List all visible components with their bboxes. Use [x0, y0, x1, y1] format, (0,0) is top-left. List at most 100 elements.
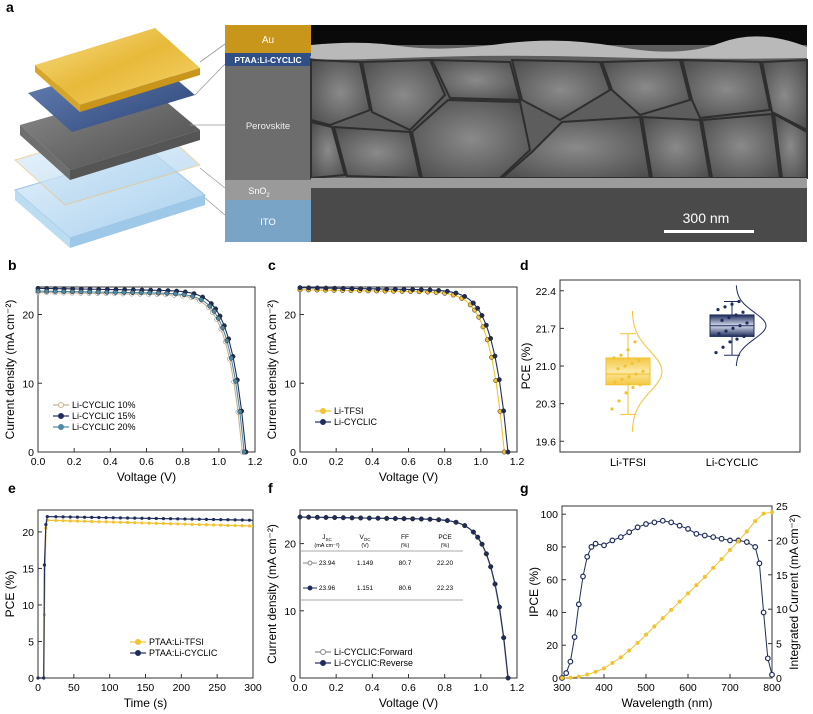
ipce-point — [693, 530, 700, 537]
perovskite-layer-front — [70, 130, 200, 180]
data-point — [44, 523, 48, 527]
data-point — [228, 355, 234, 361]
data-point — [140, 521, 144, 525]
x-tick-label: 0.2 — [67, 456, 82, 468]
ito-layer-front — [70, 195, 205, 248]
data-point — [297, 285, 303, 291]
data-point — [627, 375, 631, 379]
data-point — [68, 515, 72, 519]
series-line — [37, 290, 245, 453]
data-point — [340, 285, 346, 291]
y-tick-label: 20 — [22, 527, 34, 539]
legend-label: Li-CYCLIC — [334, 417, 378, 427]
data-point — [418, 516, 424, 522]
data-point — [125, 520, 130, 525]
ipce-point — [626, 529, 633, 536]
table-cell: 22.20 — [437, 560, 454, 567]
integrated-current-point — [711, 565, 716, 570]
ipce-point — [764, 655, 771, 662]
data-point — [44, 288, 50, 294]
x-tick-label: 0.6 — [139, 456, 154, 468]
data-point — [436, 287, 442, 293]
data-point — [111, 516, 115, 520]
data-point — [220, 325, 226, 331]
y2-tick-label: 5 — [776, 639, 782, 651]
y2-tick-label: 0 — [776, 673, 782, 685]
panel-a: a Au PTAA:Li-C — [6, 0, 808, 248]
data-point — [721, 345, 725, 349]
x-tick-label: 0.2 — [329, 682, 344, 694]
data-point — [82, 519, 87, 523]
ipce-point — [575, 601, 582, 608]
data-point — [154, 521, 158, 525]
chart-panel-c: c 0.0 0.2 0.4 0.6 0.8 1.0 1.2 0 10 20 Voltage (V) Cu… — [265, 257, 524, 484]
ipce-point — [634, 524, 641, 531]
y-axis-label: Current density (mA cm⁻²) — [3, 300, 17, 440]
data-point — [61, 515, 65, 519]
data-point — [392, 516, 398, 521]
chart-panel-b: b 0.0 0.2 0.4 0.6 0.8 1.0 1.2 0 10 20 Voltage (V) Cu… — [3, 257, 262, 484]
x-tick-label: 0.8 — [437, 456, 452, 468]
y-tick-label: 10 — [284, 606, 296, 618]
integrated-current-point — [728, 548, 732, 553]
ipce-point — [592, 540, 599, 547]
data-point — [630, 361, 634, 365]
data-point — [484, 551, 489, 557]
panel-letter-d: d — [520, 257, 529, 273]
legend-label: Li-CYCLIC:Reverse — [334, 658, 413, 668]
y2-axis-label: Integrated Current (mA cm⁻²) — [787, 514, 801, 670]
sem-sno2-layer — [311, 178, 807, 188]
y-tick-label: 0 — [290, 673, 296, 685]
data-point — [241, 449, 247, 455]
integrated-current-point — [610, 660, 615, 665]
x-tick-label: 0.4 — [365, 456, 380, 468]
data-point — [226, 518, 230, 522]
ipce-point — [584, 553, 591, 560]
x-tick-label: 0.6 — [401, 682, 416, 694]
data-point — [483, 322, 489, 328]
data-point — [737, 299, 741, 304]
integrated-current-point — [585, 672, 590, 677]
x-axis-label: Time (s) — [124, 696, 168, 710]
legend-marker — [320, 408, 326, 414]
data-point — [716, 307, 720, 312]
ipce-point — [563, 670, 570, 676]
table-legend-marker — [307, 585, 313, 591]
data-point — [496, 377, 502, 383]
integrated-current-point — [736, 539, 741, 544]
data-point — [488, 335, 494, 341]
connector-htl — [194, 63, 226, 96]
legend-label: Li-CYCLIC 20% — [72, 422, 136, 432]
data-point — [42, 563, 47, 567]
y-axis-label: Current density (mA cm⁻²) — [265, 524, 279, 664]
data-point — [133, 521, 137, 525]
connector-au — [199, 43, 226, 63]
data-point — [211, 308, 217, 314]
x-tick-label: 0.0 — [293, 682, 308, 694]
data-point — [168, 522, 173, 526]
data-point — [492, 353, 498, 359]
data-point — [462, 523, 468, 529]
integrated-current-point — [719, 556, 724, 561]
y-tick-label: 21.0 — [536, 361, 557, 373]
data-point — [75, 519, 80, 523]
chart-panel-e: e 0 50 100 150 200 250 300 0 5 10 15 20 Time (s) PCE (… — [3, 480, 262, 710]
panel-letter-b: b — [8, 257, 17, 273]
ipce-point — [752, 544, 759, 550]
data-point — [197, 517, 201, 521]
data-point — [626, 348, 630, 352]
distribution-curve — [631, 310, 663, 432]
series-line — [38, 519, 254, 679]
data-point — [190, 293, 196, 299]
data-point — [161, 517, 166, 521]
data-point — [90, 515, 94, 519]
data-point — [61, 519, 65, 523]
x-tick-label: 0.8 — [175, 456, 190, 468]
data-point — [444, 518, 450, 523]
ito-label: ITO — [260, 217, 276, 228]
x-tick-label: 0 — [35, 682, 41, 694]
y-tick-label: 20.3 — [536, 399, 557, 411]
data-point — [61, 289, 67, 294]
ipce-point — [769, 671, 775, 678]
